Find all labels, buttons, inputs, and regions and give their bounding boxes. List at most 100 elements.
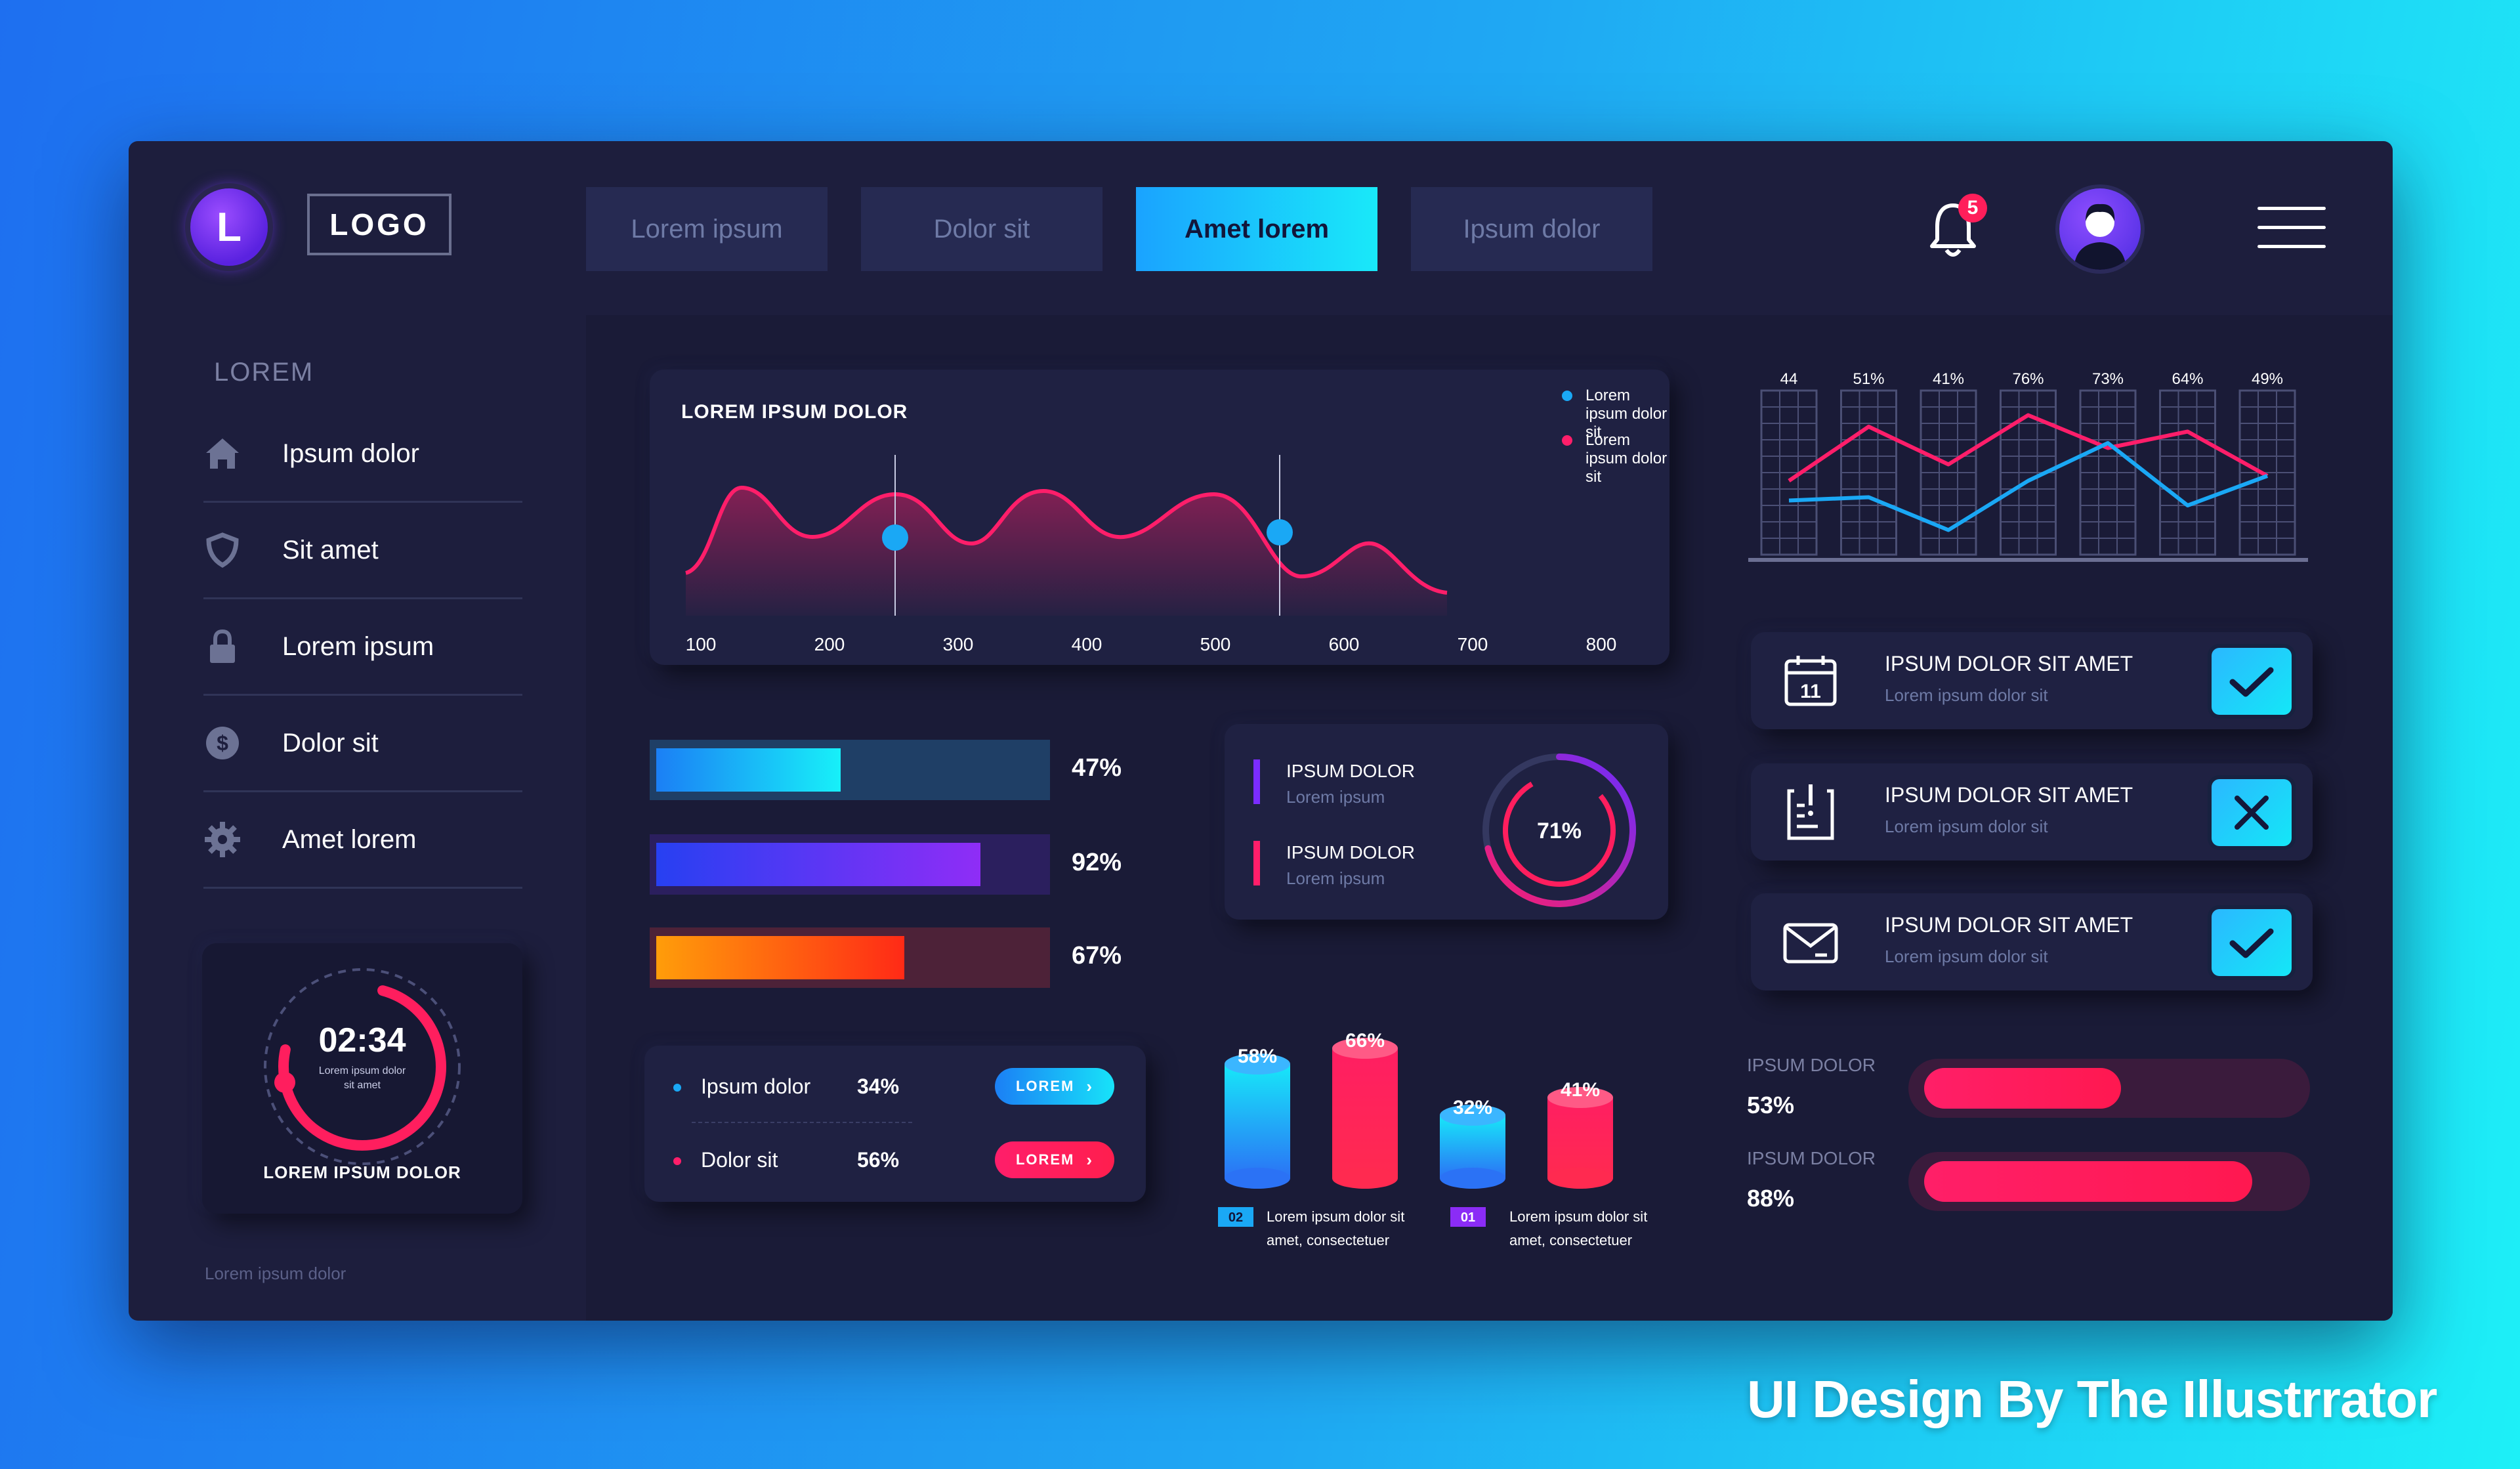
wave-marker-1[interactable] [882,524,908,551]
stat-label-1: Ipsum dolor [701,1075,811,1098]
donut-item-marker-1 [1253,759,1260,804]
tab-lorem-ipsum[interactable]: Lorem ipsum [586,187,828,271]
notification-bell-icon[interactable]: 5 [1927,194,1987,262]
progress-bar-3 [650,927,1050,988]
sidebar-item-label: Ipsum dolor [282,438,419,468]
sidebar-item-sit-amet[interactable]: Sit amet [203,503,522,599]
legend-label-2: Lorem ipsum dolor sit [1586,431,1668,486]
checkmark-icon [2229,667,2274,697]
svg-text:$: $ [217,731,228,755]
note-badge-text-1: 01 [1461,1210,1475,1225]
task-card-1: 11 IPSUM DOLOR SIT AMET Lorem ipsum dolo… [1751,632,2313,729]
task-subtitle: Lorem ipsum dolor sit [1885,947,2048,966]
wave-line [684,485,1448,595]
notification-badge: 5 [1958,194,1987,223]
cylinder-base [1547,1168,1613,1189]
progress-value-3: 67% [1072,942,1122,969]
lock-icon [203,628,242,666]
wave-marker-2[interactable] [1267,519,1293,545]
task-title: IPSUM DOLOR SIT AMET [1885,783,2133,807]
stat-label-2: Dolor sit [701,1148,778,1172]
task-text-1: IPSUM DOLOR SIT AMET Lorem ipsum dolor s… [1885,652,2133,706]
wave-x-tick: 200 [814,634,845,654]
progress-value-2: 92% [1072,849,1122,876]
stats-card: Ipsum dolor 34% LOREM › Dolor sit 56% LOR… [644,1046,1146,1202]
series-line-blue [1788,441,2269,532]
stat-button-label: LOREM [1015,1151,1075,1168]
calendar-icon: 11 [1774,645,1847,717]
progress-bar-1 [650,740,1050,800]
clipboard-icon [1774,777,1847,849]
cylinder-label: 41% [1561,1079,1600,1101]
cross-icon [2235,796,2269,830]
stat-button-label: LOREM [1015,1078,1075,1094]
chevron-right-icon: › [1086,1076,1094,1096]
cylinder-top [1547,1087,1613,1108]
logo-icon[interactable]: L [190,188,268,266]
logo-letter: L [217,204,242,250]
donut-card: IPSUM DOLOR Lorem ipsum IPSUM DOLOR Lore… [1225,724,1668,920]
timer-time: 02:34 [318,1021,406,1059]
wave-x-tick: 400 [1072,634,1102,654]
stat-dot-red [673,1157,681,1165]
task-card-2: IPSUM DOLOR SIT AMET Lorem ipsum dolor s… [1751,763,2313,861]
sidebar-item-dolor-sit[interactable]: $ Dolor sit [203,696,522,792]
wave-chart-svg: 100 200 300 400 500 600 700 800 [684,455,1616,654]
bar-line-chart: 44 51% 41% 76% 73% 64% 49% [1748,370,2308,562]
bottom-bar-value-2: 88% [1747,1185,1795,1212]
sidebar-item-label: Sit amet [282,535,379,564]
task-checkbox-1[interactable] [2212,648,2292,715]
stat-divider [692,1122,912,1123]
task-card-3: IPSUM DOLOR SIT AMET Lorem ipsum dolor s… [1751,893,2313,990]
sidebar-section-title: LOREM [214,358,314,387]
column-label: 51% [1853,370,1884,388]
cylinder-top [1440,1105,1505,1126]
bottom-bar-fill-2 [1924,1161,2252,1202]
task-checkbox-3[interactable] [2212,909,2292,976]
timer-title: LOREM IPSUM DOLOR [263,1162,461,1182]
column-label: 44 [1780,370,1798,388]
cylinder-label: 66% [1345,1030,1385,1052]
sidebar-item-lorem-ipsum[interactable]: Lorem ipsum [203,599,522,696]
stat-button-2[interactable]: LOREM › [995,1141,1114,1178]
timer-caption-line2: sit amet [343,1080,381,1091]
sidebar-item-label: Dolor sit [282,728,379,757]
cylinder-label: 58% [1238,1046,1277,1067]
cylinder-base [1440,1168,1505,1189]
timer-ring [264,968,461,1165]
donut-item-marker-2 [1253,841,1260,885]
wave-x-tick: 700 [1458,634,1488,654]
bottom-bar-fill-1 [1924,1068,2121,1109]
progress-fill-2 [656,843,981,886]
cylinder-chart: 58% 66% 32% 41% 02 Lorem ipsum dolor sit am… [1218,1030,1647,1248]
legend-dot-blue [1562,391,1572,401]
sidebar-item-label: Amet lorem [282,824,417,854]
task-text-2: IPSUM DOLOR SIT AMET Lorem ipsum dolor s… [1885,783,2133,837]
logo-text[interactable]: LOGO [307,194,452,255]
sidebar-footer: Lorem ipsum dolor [205,1264,346,1283]
bottom-bar-1 [1908,1059,2310,1118]
wave-x-tick: 500 [1200,634,1231,654]
tab-amet-lorem[interactable]: Amet lorem [1136,187,1377,271]
tab-dolor-sit[interactable]: Dolor sit [861,187,1102,271]
bottom-bar-label-1: IPSUM DOLOR [1747,1055,1876,1075]
tab-ipsum-dolor[interactable]: Ipsum dolor [1411,187,1652,271]
donut-item-sub-2: Lorem ipsum [1286,868,1385,888]
sidebar-item-ipsum-dolor[interactable]: Ipsum dolor [203,406,522,503]
sidebar-item-amet-lorem[interactable]: Amet lorem [203,792,522,889]
task-checkbox-2[interactable] [2212,779,2292,846]
task-text-3: IPSUM DOLOR SIT AMET Lorem ipsum dolor s… [1885,913,2133,967]
home-icon [203,435,242,473]
stat-button-1[interactable]: LOREM › [995,1068,1114,1105]
task-subtitle: Lorem ipsum dolor sit [1885,817,2048,836]
hamburger-menu-icon[interactable] [2258,207,2326,249]
note-badge-1 [1450,1207,1486,1227]
legend-dot-red [1562,435,1572,446]
note-line1-2: Lorem ipsum dolor sit [1267,1208,1404,1225]
cylinder-body [1332,1048,1398,1178]
dollar-icon: $ [203,724,242,762]
sidebar-item-label: Lorem ipsum [282,631,434,661]
timer-card: 02:34 Lorem ipsum dolor sit amet LOREM I… [202,943,522,1214]
avatar[interactable] [2059,188,2141,270]
wave-x-tick: 300 [943,634,974,654]
